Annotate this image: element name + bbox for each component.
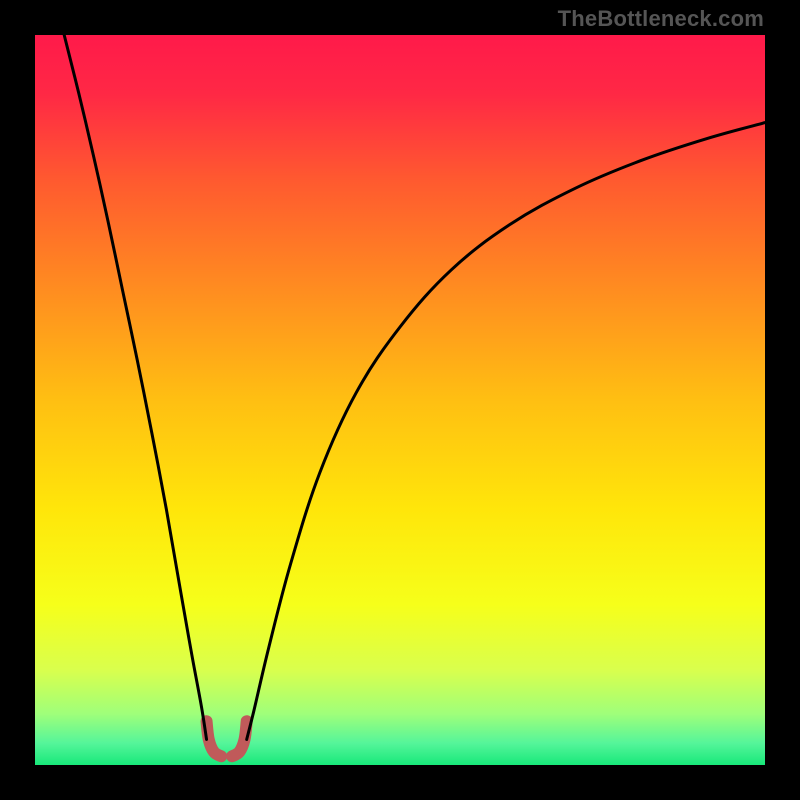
watermark-text: TheBottleneck.com xyxy=(558,6,764,32)
bottleneck-curve-right xyxy=(247,123,765,740)
bottleneck-curve-left xyxy=(64,35,206,739)
curve-layer xyxy=(35,35,765,765)
trough-marker xyxy=(207,721,222,756)
trough-marker xyxy=(232,721,247,756)
chart-frame: TheBottleneck.com xyxy=(0,0,800,800)
plot-area xyxy=(35,35,765,765)
